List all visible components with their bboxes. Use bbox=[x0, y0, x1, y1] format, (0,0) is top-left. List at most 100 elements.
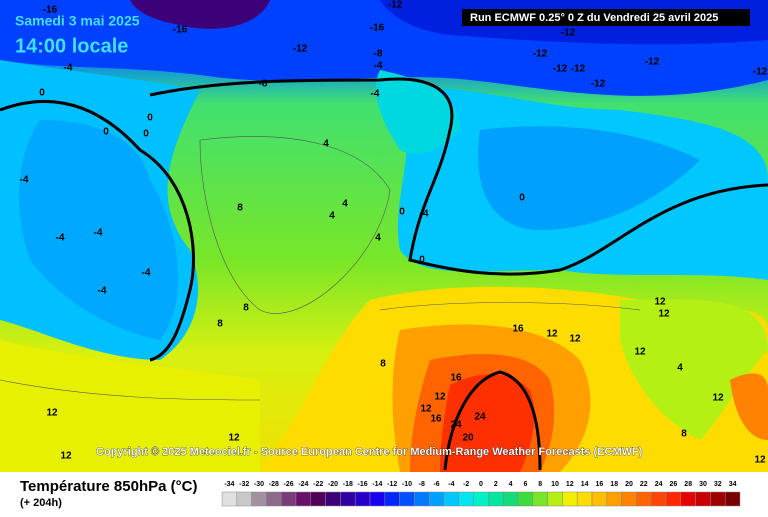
scale-label: 30 bbox=[699, 481, 707, 488]
scale-swatch bbox=[443, 491, 460, 507]
map-fields bbox=[0, 0, 768, 472]
contour-label: 8 bbox=[243, 303, 249, 314]
forecast-time: 14:00 locale bbox=[15, 35, 128, 57]
scale-label: 0 bbox=[479, 481, 483, 488]
contour-label: 20 bbox=[462, 433, 474, 444]
scale-swatch bbox=[354, 491, 371, 507]
scale-label: -12 bbox=[387, 481, 397, 488]
scale-label: 28 bbox=[684, 481, 692, 488]
contour-label: 24 bbox=[474, 412, 486, 423]
contour-label: 12 bbox=[46, 408, 58, 419]
contour-label: -4 bbox=[64, 63, 73, 74]
contour-label: 16 bbox=[512, 324, 524, 335]
contour-label: -4 bbox=[420, 209, 429, 220]
contour-label: -16 bbox=[173, 25, 188, 36]
scale-swatch bbox=[488, 491, 504, 507]
scale-swatch bbox=[710, 491, 726, 507]
contour-label: -12 bbox=[553, 64, 568, 75]
footer-title: Température 850hPa (°C) bbox=[20, 478, 197, 495]
scale-swatch bbox=[369, 491, 386, 507]
scale-label: -4 bbox=[448, 481, 454, 488]
scale-label: 32 bbox=[714, 481, 722, 488]
scale-label: 10 bbox=[551, 481, 559, 488]
scale-label: -2 bbox=[463, 481, 469, 488]
scale-swatch bbox=[665, 491, 682, 507]
contour-label: 8 bbox=[237, 203, 243, 214]
scale-swatch bbox=[576, 491, 593, 507]
scale-label: -26 bbox=[284, 481, 294, 488]
scale-label: 2 bbox=[494, 481, 498, 488]
contour-label: 8 bbox=[380, 359, 386, 370]
scale-label: 24 bbox=[655, 481, 663, 488]
scale-swatch bbox=[606, 491, 622, 507]
contour-label: 4 bbox=[677, 363, 683, 374]
contour-label: 16 bbox=[450, 373, 462, 384]
contour-label: -4 bbox=[94, 228, 103, 239]
contour-label: -16 bbox=[370, 23, 385, 34]
scale-label: 4 bbox=[509, 481, 513, 488]
scale-label: -14 bbox=[372, 481, 382, 488]
contour-label: 0 bbox=[419, 255, 425, 266]
contour-label: 0 bbox=[39, 88, 45, 99]
scale-label: 6 bbox=[523, 481, 527, 488]
scale-swatch bbox=[724, 491, 741, 507]
contour-label: -4 bbox=[56, 233, 65, 244]
scale-swatch bbox=[221, 491, 238, 507]
contour-label: -12 bbox=[293, 44, 308, 55]
scale-swatch bbox=[562, 491, 578, 507]
scale-label: -22 bbox=[313, 481, 323, 488]
contour-label: 12 bbox=[634, 347, 646, 358]
run-banner bbox=[462, 9, 750, 26]
contour-label: -12 bbox=[571, 64, 586, 75]
contour-label: 16 bbox=[430, 414, 442, 425]
scale-swatch bbox=[280, 491, 297, 507]
scale-label: -16 bbox=[358, 481, 368, 488]
scale-label: -10 bbox=[402, 481, 412, 488]
scale-swatch bbox=[295, 491, 312, 507]
contour-label: -4 bbox=[142, 268, 151, 279]
contour-label: -4 bbox=[20, 175, 29, 186]
scale-label: 16 bbox=[596, 481, 604, 488]
scale-label: 8 bbox=[538, 481, 542, 488]
contour-label: 0 bbox=[143, 129, 149, 140]
scale-swatch bbox=[340, 491, 356, 507]
contour-label: 24 bbox=[450, 420, 462, 431]
scale-swatch bbox=[695, 491, 711, 507]
scale-swatch bbox=[532, 491, 548, 507]
scale-label: -28 bbox=[269, 481, 279, 488]
contour-label: -12 bbox=[645, 57, 660, 68]
contour-label: 4 bbox=[329, 211, 335, 222]
contours bbox=[0, 77, 768, 471]
contour-label: 4 bbox=[323, 139, 329, 150]
scale-label: 20 bbox=[625, 481, 633, 488]
scale-swatch bbox=[428, 491, 445, 507]
scale-swatch bbox=[502, 491, 519, 507]
contour-label: 0 bbox=[103, 127, 109, 138]
scale-swatch bbox=[680, 491, 696, 507]
scale-label: -6 bbox=[433, 481, 439, 488]
scale-swatch bbox=[621, 491, 637, 507]
scale-label: 12 bbox=[566, 481, 574, 488]
contour-label: 12 bbox=[754, 455, 766, 466]
scale-swatch bbox=[310, 491, 326, 507]
contour-label: -12 bbox=[753, 67, 768, 78]
scale-swatch bbox=[650, 491, 667, 507]
contour-label: 12 bbox=[658, 309, 670, 320]
color-scale: -34 -32 -30 -28 -26 -24 -22 -20 -18 -16 -14 -12 -10-… bbox=[221, 481, 741, 507]
contour-label: -4 bbox=[371, 89, 380, 100]
contour-label: 12 bbox=[569, 334, 581, 345]
scale-swatch bbox=[636, 491, 652, 507]
scale-swatch bbox=[325, 491, 341, 507]
contour-label: 4 bbox=[375, 233, 381, 244]
contour-label: 12 bbox=[228, 433, 240, 444]
contour-label: 12 bbox=[654, 297, 666, 308]
copyright: Copyright © 2025 Meteociel.fr - Source E… bbox=[96, 446, 643, 458]
contour-label: 12 bbox=[60, 451, 72, 462]
contour-label: 4 bbox=[342, 199, 348, 210]
scale-swatch bbox=[266, 491, 282, 507]
scale-swatch bbox=[399, 491, 415, 507]
scale-label: 26 bbox=[670, 481, 678, 488]
scale-label: -8 bbox=[419, 481, 425, 488]
scale-label: 14 bbox=[581, 481, 589, 488]
